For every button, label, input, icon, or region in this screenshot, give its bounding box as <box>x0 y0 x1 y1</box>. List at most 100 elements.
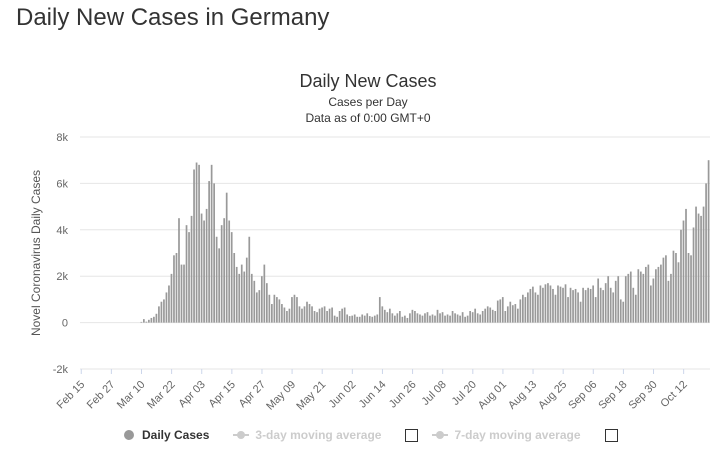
daily-cases-bar <box>414 311 416 323</box>
daily-cases-bar <box>238 273 241 323</box>
daily-cases-bar <box>454 313 456 323</box>
daily-cases-bar <box>539 285 542 323</box>
daily-cases-bar <box>469 311 471 323</box>
daily-cases-bar <box>464 316 466 323</box>
daily-cases-bar <box>378 297 381 323</box>
daily-cases-bar <box>707 160 710 323</box>
daily-cases-bar <box>634 294 637 323</box>
daily-cases-bar <box>165 292 168 323</box>
daily-cases-bar <box>461 312 464 323</box>
bars <box>140 160 710 323</box>
daily-cases-bar <box>213 183 215 323</box>
daily-cases-bar <box>622 301 625 323</box>
daily-cases-bar <box>647 264 650 323</box>
daily-cases-bar <box>532 286 534 323</box>
daily-cases-bar <box>496 300 499 323</box>
daily-cases-bar <box>652 278 655 323</box>
daily-cases-bar <box>554 294 557 323</box>
7day-average-checkbox[interactable] <box>604 428 618 442</box>
daily-cases-bar <box>687 253 690 323</box>
daily-cases-bar <box>258 290 261 323</box>
daily-cases-bar <box>143 319 145 323</box>
daily-cases-bar <box>501 297 504 323</box>
daily-cases-bar <box>140 321 143 323</box>
daily-cases-bar <box>499 299 502 323</box>
legend-daily-cases[interactable]: Daily Cases <box>124 428 209 442</box>
daily-cases-bar <box>441 312 444 323</box>
daily-cases-bar <box>695 206 697 323</box>
daily-cases-bar <box>336 316 338 323</box>
daily-cases-bar <box>471 312 474 323</box>
daily-cases-bar <box>396 313 399 323</box>
daily-cases-bar <box>195 162 198 323</box>
daily-cases-bar <box>562 287 564 323</box>
daily-cases-bar <box>233 253 236 323</box>
daily-cases-bar <box>494 311 497 323</box>
daily-cases-bar <box>537 294 539 323</box>
daily-cases-bar <box>522 294 524 323</box>
daily-cases-bar <box>426 312 429 323</box>
daily-cases-bar <box>333 315 336 323</box>
daily-cases-bar <box>288 308 291 323</box>
daily-cases-bar <box>255 292 258 323</box>
3day-average-checkbox[interactable] <box>405 428 419 442</box>
daily-cases-bar <box>665 255 667 323</box>
x-tick-label: Apr 03 <box>176 379 207 410</box>
daily-cases-bar <box>449 315 451 323</box>
daily-cases-bar <box>399 311 401 323</box>
daily-cases-bar <box>424 313 426 323</box>
daily-cases-bar <box>406 317 409 323</box>
daily-cases-bar <box>401 316 404 323</box>
daily-cases-bar <box>178 218 180 323</box>
x-tick-label: Aug 13 <box>506 379 539 412</box>
x-tick-label: Apr 27 <box>237 379 268 410</box>
daily-cases-bar <box>431 314 434 323</box>
daily-cases-bar <box>185 225 188 323</box>
daily-cases-bar <box>637 269 640 323</box>
daily-cases-bar <box>316 312 318 323</box>
daily-cases-bar <box>230 232 233 323</box>
daily-cases-bar <box>670 273 672 323</box>
daily-cases-bar <box>366 313 369 323</box>
daily-cases-bar <box>190 215 193 323</box>
daily-cases-bar <box>394 315 396 323</box>
x-tick-label: Jun 02 <box>327 379 359 411</box>
y-tick-label: 6k <box>56 178 68 190</box>
daily-cases-bar <box>291 297 293 323</box>
daily-cases-bar <box>655 269 657 323</box>
daily-cases-bar <box>486 306 489 323</box>
daily-cases-bar <box>421 315 424 323</box>
daily-cases-bar <box>624 276 627 323</box>
legend-7day-average[interactable]: 7-day moving average <box>432 428 581 442</box>
daily-cases-bar <box>534 292 537 323</box>
daily-cases-bar <box>265 283 268 323</box>
daily-cases-bar <box>642 273 645 323</box>
daily-cases-bar <box>228 220 231 323</box>
daily-cases-bar <box>306 301 308 323</box>
daily-cases-bar <box>604 283 607 323</box>
daily-cases-bar <box>549 285 552 323</box>
daily-cases-bar <box>650 285 652 323</box>
daily-cases-bar <box>220 225 223 323</box>
line-marker-icon <box>432 430 449 440</box>
x-tick-label: Sep 06 <box>566 379 599 412</box>
daily-cases-bar <box>170 273 173 323</box>
daily-cases-bar <box>318 308 321 323</box>
daily-cases-bar <box>579 301 582 323</box>
daily-cases-bar <box>459 315 461 323</box>
grid-lines <box>80 136 710 370</box>
daily-cases-bar <box>484 308 487 323</box>
x-tick-label: Jun 26 <box>387 379 419 411</box>
legend-3day-average[interactable]: 3-day moving average <box>233 428 381 442</box>
daily-cases-bar <box>419 314 421 323</box>
daily-cases-bar <box>436 309 439 323</box>
daily-cases-bar <box>519 299 522 323</box>
daily-cases-bar <box>243 271 246 323</box>
daily-cases-bar <box>168 285 170 323</box>
daily-cases-bar <box>466 315 469 323</box>
x-tick-label: Jun 14 <box>357 379 389 411</box>
daily-cases-bar <box>572 290 574 323</box>
daily-cases-bar <box>271 304 273 323</box>
y-axis-ticks: -2k 0 2k 4k 6k 8k <box>53 132 69 376</box>
